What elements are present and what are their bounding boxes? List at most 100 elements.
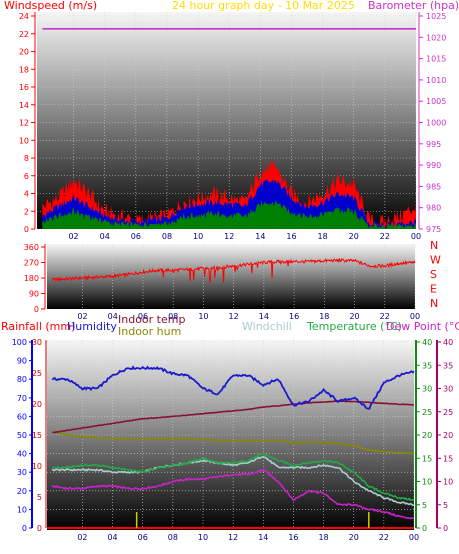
humidity-y-tick-label: 60	[17, 412, 27, 421]
temperature-y-tick-label: 5	[422, 501, 427, 510]
wind-y-tick-label: 20	[19, 48, 29, 57]
rain-y-tick-label: 10	[32, 462, 42, 471]
compass-label: S	[430, 268, 437, 281]
temp-x-tick-label: 00	[409, 533, 419, 542]
wind-x-tick-label: 22	[380, 232, 390, 241]
temp-x-tick-label: 02	[77, 533, 87, 542]
dew-point-y-tick-label: 40	[443, 338, 453, 347]
humidity-y-tick-label: 90	[17, 357, 27, 366]
barometer-y-tick-label: 1020	[426, 33, 446, 42]
wind-y-tick-label: 0	[24, 225, 29, 234]
compass-label: N	[430, 239, 438, 252]
wind-axis-title: Windspeed (m/s)	[4, 0, 97, 12]
compass-label: W	[430, 254, 441, 267]
barometer-y-tick-label: 1025	[426, 12, 446, 21]
dew-point-y-tick-label: 15	[443, 454, 453, 463]
humidity-y-tick-label: 70	[17, 394, 27, 403]
humidity-y-tick-label: 80	[17, 375, 27, 384]
wind-x-tick-label: 02	[68, 232, 78, 241]
direction-x-tick-label: 12	[229, 312, 239, 321]
wind-y-tick-label: 4	[24, 190, 29, 199]
barometer-y-tick-label: 1010	[426, 76, 446, 85]
direction-x-tick-label: 08	[168, 312, 178, 321]
temp-x-tick-label: 06	[138, 533, 148, 542]
direction-x-tick-label: 06	[138, 312, 148, 321]
temperature-y-tick-label: 25	[422, 408, 432, 417]
legend-dew-point: Dew Point (°C)	[386, 320, 459, 333]
direction-y-tick-label: 180	[24, 274, 39, 283]
direction-y-tick-label: 270	[24, 259, 39, 268]
dew-point-line	[51, 469, 415, 520]
barometer-y-tick-label: 975	[426, 225, 441, 234]
wind-x-tick-label: 04	[100, 232, 110, 241]
temp-x-tick-label: 12	[228, 533, 238, 542]
rain-y-tick-label: 30	[32, 338, 42, 347]
direction-x-tick-label: 00	[410, 312, 420, 321]
wind-x-tick-label: 10	[193, 232, 203, 241]
temp-x-tick-label: 08	[168, 533, 178, 542]
barometer-y-tick-label: 1000	[426, 119, 446, 128]
direction-x-tick-label: 02	[77, 312, 87, 321]
rain-y-tick-label: 0	[37, 524, 42, 533]
wind-y-tick-label: 16	[19, 83, 29, 92]
barometer-y-tick-label: 980	[426, 204, 441, 213]
dew-point-y-tick-label: 0	[443, 524, 448, 533]
temp-x-tick-label: 22	[379, 533, 389, 542]
wind-direction-line	[51, 257, 416, 283]
humidity-y-tick-label: 10	[17, 505, 27, 514]
humidity-y-tick-label: 50	[17, 431, 27, 440]
legend-indoor-hum: Indoor hum	[118, 325, 181, 338]
wind-x-tick-label: 18	[318, 232, 328, 241]
temperature-y-tick-label: 40	[422, 338, 432, 347]
legend-rainfall: Rainfall (mm)	[1, 320, 75, 333]
wind-x-tick-label: 20	[349, 232, 359, 241]
wind-y-tick-label: 2	[24, 207, 29, 216]
wind-low-area	[42, 200, 417, 229]
direction-x-tick-label: 04	[108, 312, 118, 321]
barometer-y-tick-label: 1005	[426, 97, 446, 106]
barometer-y-tick-label: 1015	[426, 55, 446, 64]
dew-point-y-tick-label: 5	[443, 501, 448, 510]
barometer-y-tick-label: 985	[426, 182, 441, 191]
wind-x-tick-label: 14	[255, 232, 265, 241]
humidity-line	[51, 365, 415, 410]
temperature-y-tick-label: 15	[422, 454, 432, 463]
direction-plot-area	[47, 244, 415, 309]
temp-x-tick-label: 18	[318, 533, 328, 542]
direction-x-tick-label: 22	[380, 312, 390, 321]
wind-y-tick-label: 8	[24, 154, 29, 163]
direction-x-tick-label: 18	[319, 312, 329, 321]
humidity-y-tick-label: 30	[17, 468, 27, 477]
dew-point-y-tick-label: 35	[443, 361, 453, 370]
barometer-y-tick-label: 995	[426, 140, 441, 149]
legend-humidity: Humidity	[67, 320, 117, 333]
direction-x-tick-label: 14	[259, 312, 269, 321]
wind-y-tick-label: 12	[19, 119, 29, 128]
direction-y-tick-label: 0	[34, 305, 39, 314]
humidity-y-tick-label: 20	[17, 487, 27, 496]
rain-y-tick-label: 5	[37, 493, 42, 502]
humidity-y-tick-label: 100	[12, 338, 27, 347]
dew-point-y-tick-label: 20	[443, 431, 453, 440]
temperature-y-tick-label: 20	[422, 431, 432, 440]
wind-y-tick-label: 14	[19, 101, 29, 110]
temperature-y-tick-label: 10	[422, 478, 432, 487]
rain-y-tick-label: 25	[32, 369, 42, 378]
wind-y-tick-label: 24	[19, 12, 29, 21]
direction-y-tick-label: 360	[24, 243, 39, 252]
temperature-y-tick-label: 35	[422, 361, 432, 370]
temperature-y-tick-label: 0	[422, 524, 427, 533]
compass-label: N	[430, 297, 438, 310]
wind-x-tick-label: 08	[162, 232, 172, 241]
wind-x-tick-label: 16	[286, 232, 296, 241]
temp-x-tick-label: 20	[349, 533, 359, 542]
compass-label: E	[430, 283, 437, 296]
wind-y-tick-label: 6	[24, 172, 29, 181]
temp-x-tick-label: 10	[198, 533, 208, 542]
windchill-line	[51, 455, 415, 507]
temp-x-tick-label: 16	[288, 533, 298, 542]
dew-point-y-tick-label: 30	[443, 385, 453, 394]
barometer-y-tick-label: 990	[426, 161, 441, 170]
wind-x-tick-label: 06	[131, 232, 141, 241]
